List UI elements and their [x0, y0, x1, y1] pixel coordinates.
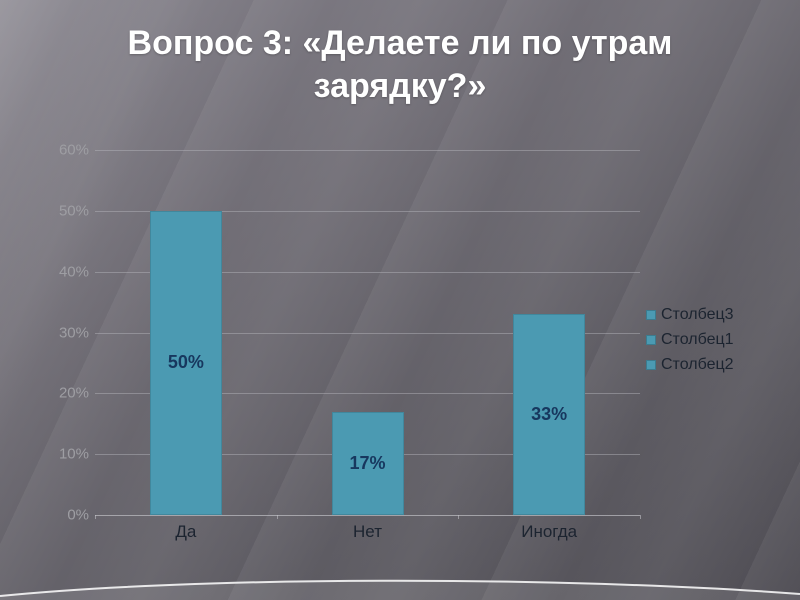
- legend-marker-icon: [646, 360, 656, 370]
- x-axis-tick-mark: [276, 515, 278, 519]
- gridline: [95, 332, 640, 334]
- y-axis-tick-label: 0%: [67, 506, 89, 524]
- y-axis-tick-label: 50%: [58, 202, 89, 220]
- gridline: [95, 393, 640, 395]
- x-axis-category-label: Иногда: [521, 522, 578, 541]
- gridline: [95, 210, 640, 212]
- y-axis-tick-label: 40%: [58, 263, 89, 281]
- legend-entry: Столбец3: [646, 306, 734, 324]
- bar-Иногда: 33%: [513, 314, 586, 515]
- y-axis-tick-label: 60%: [58, 141, 89, 159]
- legend-label: Столбец1: [661, 331, 734, 348]
- slide-title: Вопрос 3: «Делаете ли по утрам зарядку?»: [127, 24, 673, 105]
- bar-Нет: 17%: [331, 411, 404, 515]
- gridline: [95, 150, 640, 151]
- legend-marker-icon: [646, 335, 656, 345]
- x-axis-category-label: Да: [175, 522, 197, 541]
- x-axis-category-label: Нет: [353, 522, 382, 541]
- x-axis-tick-mark: [95, 515, 96, 519]
- chart-legend: Столбец3 Столбец1 Столбец2: [646, 306, 734, 374]
- legend-entry: Столбец2: [646, 356, 734, 374]
- bar-data-label: 50%: [167, 352, 204, 373]
- gridline: [95, 271, 640, 273]
- legend-label: Столбец3: [661, 306, 734, 323]
- x-axis-tick-mark: [640, 515, 641, 519]
- footer-curve-decoration: [0, 579, 800, 600]
- y-axis-tick-label: 20%: [58, 384, 89, 402]
- legend-label: Столбец2: [661, 356, 734, 373]
- legend-entry: Столбец1: [646, 331, 734, 349]
- y-axis-tick-label: 30%: [58, 324, 89, 341]
- bar-data-label: 33%: [531, 404, 568, 425]
- gridline: [95, 515, 640, 516]
- bar-Да: 50%: [149, 210, 222, 515]
- legend-marker-icon: [646, 310, 656, 320]
- y-axis-tick-label: 10%: [58, 445, 89, 463]
- x-axis-tick-mark: [458, 515, 460, 519]
- bar-data-label: 17%: [349, 452, 386, 473]
- chart-plot-area: 0% 10% 20% 30% 40% 50% 60% 50% Да 17% Нет 33% Иногда: [59, 142, 641, 541]
